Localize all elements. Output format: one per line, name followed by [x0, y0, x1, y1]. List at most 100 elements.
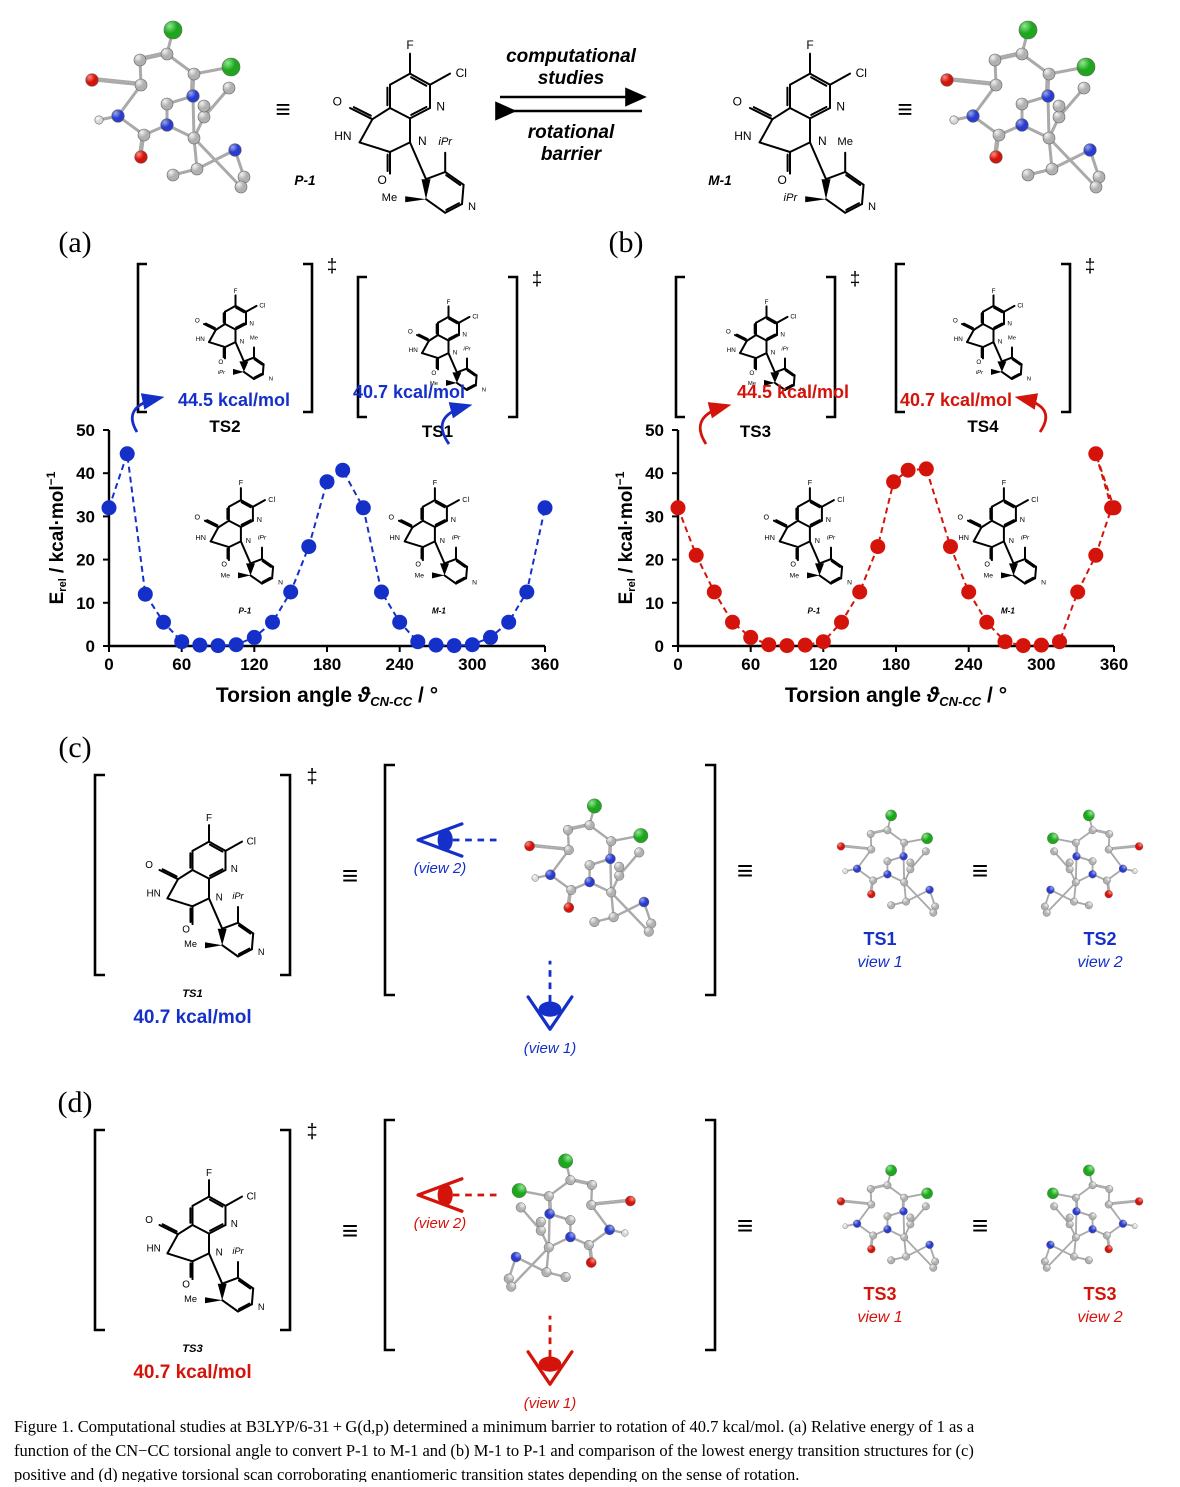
- svg-text:≡: ≡: [275, 94, 290, 124]
- svg-text:F: F: [433, 478, 438, 487]
- svg-text:F: F: [206, 813, 212, 824]
- svg-text:O: O: [221, 559, 227, 568]
- svg-text:computational: computational: [506, 46, 637, 67]
- svg-text:TS1: TS1: [863, 929, 896, 949]
- svg-text:O: O: [389, 512, 395, 521]
- svg-text:N: N: [278, 579, 283, 586]
- svg-text:N: N: [998, 338, 1003, 345]
- svg-text:N: N: [815, 536, 820, 545]
- svg-text:Cl: Cl: [247, 836, 256, 847]
- svg-text:N: N: [1009, 536, 1014, 545]
- svg-text:N: N: [462, 331, 467, 338]
- svg-text:Cl: Cl: [259, 303, 265, 310]
- svg-text:M-1: M-1: [432, 607, 447, 616]
- svg-text:O: O: [145, 1215, 153, 1226]
- svg-text:N: N: [847, 579, 852, 586]
- svg-text:O: O: [790, 559, 796, 568]
- svg-text:F: F: [1002, 478, 1007, 487]
- svg-text:40.7 kcal/mol: 40.7 kcal/mol: [133, 1362, 251, 1383]
- svg-text:F: F: [765, 299, 769, 306]
- svg-text:Cl: Cl: [472, 314, 478, 321]
- svg-text:HN: HN: [954, 336, 964, 343]
- svg-text:O: O: [726, 329, 731, 336]
- svg-text:N: N: [453, 349, 458, 356]
- svg-text:360: 360: [1100, 655, 1128, 674]
- svg-text:O: O: [984, 559, 990, 568]
- svg-text:view 1: view 1: [857, 1309, 902, 1326]
- svg-text:60: 60: [741, 655, 760, 674]
- svg-text:O: O: [431, 370, 436, 377]
- svg-text:N: N: [257, 515, 262, 524]
- svg-text:HN: HN: [147, 888, 161, 899]
- svg-text:40: 40: [645, 464, 664, 483]
- svg-text:Me: Me: [415, 572, 425, 579]
- svg-text:44.5 kcal/mol: 44.5 kcal/mol: [178, 390, 290, 410]
- svg-text:(b): (b): [609, 226, 644, 259]
- svg-text:30: 30: [76, 507, 95, 526]
- svg-text:‡: ‡: [306, 1121, 317, 1143]
- svg-text:N: N: [836, 99, 845, 113]
- svg-text:50: 50: [76, 421, 95, 440]
- svg-text:Me: Me: [221, 572, 231, 579]
- svg-text:P-1: P-1: [294, 173, 315, 188]
- svg-text:(view 2): (view 2): [414, 860, 467, 877]
- svg-text:O: O: [953, 318, 958, 325]
- svg-text:120: 120: [809, 655, 837, 674]
- svg-text:Cl: Cl: [837, 495, 844, 504]
- svg-text:TS3: TS3: [740, 422, 771, 441]
- svg-text:O: O: [733, 95, 742, 109]
- svg-text:‡: ‡: [532, 269, 543, 290]
- svg-text:iPr: iPr: [232, 1246, 244, 1256]
- svg-text:N: N: [240, 338, 245, 345]
- svg-text:(view 1): (view 1): [524, 1040, 577, 1057]
- svg-text:Figure 1. Computational studie: Figure 1. Computational studies at B3LYP…: [14, 1417, 975, 1436]
- svg-text:studies: studies: [538, 68, 605, 89]
- svg-text:O: O: [182, 1280, 190, 1291]
- svg-text:240: 240: [955, 655, 983, 674]
- svg-text:N: N: [1020, 515, 1025, 524]
- svg-text:O: O: [976, 359, 981, 366]
- svg-text:HN: HN: [390, 533, 400, 542]
- svg-text:view 1: view 1: [857, 954, 902, 971]
- svg-text:TS3: TS3: [863, 1284, 896, 1304]
- svg-text:F: F: [808, 478, 813, 487]
- svg-text:iPr: iPr: [452, 535, 461, 542]
- svg-text:F: F: [234, 288, 238, 295]
- svg-text:N: N: [482, 387, 486, 393]
- svg-text:Cl: Cl: [268, 495, 275, 504]
- svg-text:HN: HN: [727, 347, 737, 354]
- svg-text:F: F: [992, 288, 996, 295]
- svg-text:20: 20: [76, 551, 95, 570]
- svg-text:iPr: iPr: [976, 370, 984, 376]
- svg-text:10: 10: [645, 594, 664, 613]
- svg-text:Me: Me: [184, 1294, 197, 1304]
- svg-text:N: N: [771, 349, 776, 356]
- svg-text:iPr: iPr: [463, 347, 471, 353]
- svg-text:HN: HN: [765, 533, 775, 542]
- svg-text:iPr: iPr: [218, 370, 226, 376]
- svg-text:N: N: [868, 201, 876, 213]
- svg-text:180: 180: [313, 655, 341, 674]
- svg-text:F: F: [806, 38, 813, 52]
- svg-text:N: N: [1041, 579, 1046, 586]
- svg-text:view 2: view 2: [1077, 1309, 1122, 1326]
- svg-text:F: F: [239, 478, 244, 487]
- svg-text:O: O: [764, 512, 770, 521]
- svg-text:barrier: barrier: [541, 144, 603, 165]
- svg-text:N: N: [818, 134, 827, 148]
- svg-text:‡: ‡: [327, 256, 338, 277]
- svg-text:iPr: iPr: [232, 891, 244, 901]
- svg-text:function of the CN−CC torsiona: function of the CN−CC torsional angle to…: [14, 1441, 974, 1460]
- svg-text:O: O: [377, 173, 386, 187]
- svg-text:iPr: iPr: [438, 136, 453, 148]
- svg-text:N: N: [451, 515, 456, 524]
- svg-text:O: O: [958, 512, 964, 521]
- svg-text:F: F: [206, 1168, 212, 1179]
- svg-text:F: F: [406, 38, 413, 52]
- svg-text:≡: ≡: [342, 860, 358, 891]
- svg-text:N: N: [440, 536, 445, 545]
- svg-text:view 2: view 2: [1077, 954, 1122, 971]
- svg-text:Cl: Cl: [1031, 495, 1038, 504]
- svg-text:N: N: [472, 579, 477, 586]
- svg-text:TS3: TS3: [182, 1343, 203, 1355]
